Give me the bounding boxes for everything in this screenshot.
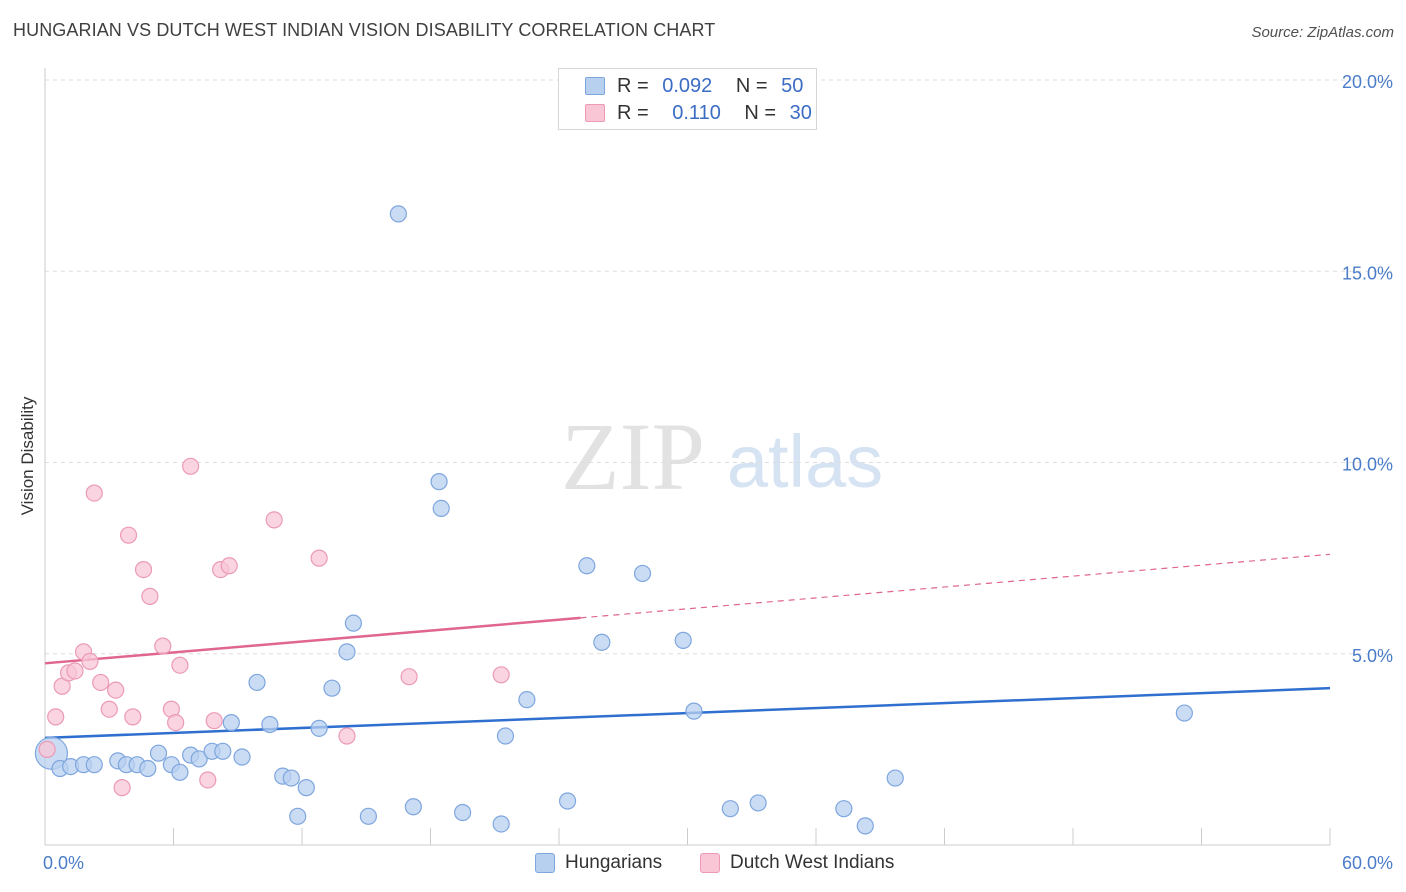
- point-dutch-west-indians: [154, 637, 172, 655]
- point-dutch-west-indians: [124, 708, 142, 726]
- point-hungarians: [171, 763, 189, 781]
- legend-label: Dutch West Indians: [730, 852, 895, 873]
- stats-legend: R = 0.092 N = 50 R = 0.110 N = 30: [558, 68, 817, 130]
- y-tick-label: 5.0%: [1352, 646, 1393, 666]
- legend-item-hungarians[interactable]: Hungarians: [535, 852, 662, 874]
- point-dutch-west-indians: [81, 652, 99, 671]
- y-tick-label: 20.0%: [1342, 72, 1393, 92]
- point-hungarians: [149, 744, 168, 762]
- legend-r-label: R =: [617, 74, 649, 97]
- point-hungarians: [289, 807, 307, 825]
- point-dutch-west-indians: [66, 662, 84, 680]
- point-hungarians: [344, 614, 362, 632]
- point-dutch-west-indians: [100, 700, 118, 718]
- legend-r-label: R =: [617, 101, 649, 124]
- point-hungarians: [190, 750, 208, 768]
- legend-r-value: 0.110: [672, 101, 721, 124]
- legend-n-label: N =: [744, 101, 777, 124]
- point-dutch-west-indians: [199, 771, 217, 789]
- y-tick-label: 10.0%: [1342, 455, 1393, 475]
- trend-line-dutch-west-indians: [44, 616, 581, 665]
- point-dutch-west-indians: [220, 557, 238, 575]
- point-hungarians: [297, 779, 315, 797]
- point-dutch-west-indians: [107, 681, 125, 699]
- chart-source: Source: ZipAtlas.com: [1251, 24, 1394, 41]
- point-hungarians: [323, 679, 341, 697]
- legend-n-value: 30: [789, 101, 812, 124]
- point-dutch-west-indians: [141, 587, 159, 605]
- point-hungarians: [685, 702, 703, 720]
- point-dutch-west-indians: [310, 549, 328, 567]
- point-hungarians: [593, 633, 611, 651]
- chart-title: HUNGARIAN VS DUTCH WEST INDIAN VISION DI…: [13, 20, 716, 40]
- point-hungarians: [359, 807, 377, 825]
- point-hungarians: [835, 800, 853, 818]
- legend-swatch-blue: [585, 77, 605, 95]
- point-hungarians: [558, 792, 577, 810]
- legend-n-value: 50: [781, 74, 804, 97]
- point-hungarians: [496, 727, 515, 745]
- watermark-atlas: atlas: [727, 420, 883, 503]
- point-hungarians: [404, 798, 422, 816]
- point-dutch-west-indians: [492, 666, 510, 684]
- point-hungarians: [338, 643, 356, 661]
- point-hungarians: [139, 759, 157, 778]
- point-hungarians: [518, 691, 536, 709]
- series-legend: Hungarians Dutch West Indians: [0, 852, 1406, 878]
- legend-swatch-pink: [585, 104, 605, 122]
- point-hungarians: [430, 473, 448, 491]
- point-hungarians: [432, 499, 450, 517]
- point-dutch-west-indians: [182, 457, 200, 475]
- watermark-zip: ZIP: [561, 403, 705, 510]
- point-dutch-west-indians: [47, 708, 65, 726]
- point-dutch-west-indians: [134, 560, 153, 579]
- point-dutch-west-indians: [85, 484, 103, 502]
- legend-swatch-pink: [700, 853, 720, 873]
- trend-line-dashed-dutch-west-indians: [580, 553, 1331, 619]
- axes: [44, 68, 1331, 846]
- point-dutch-west-indians: [92, 673, 110, 692]
- point-dutch-west-indians: [171, 656, 189, 674]
- point-hungarians: [749, 794, 767, 812]
- point-hungarians: [721, 800, 739, 818]
- point-dutch-west-indians: [205, 712, 223, 730]
- point-dutch-west-indians: [400, 668, 418, 686]
- point-hungarians: [886, 769, 904, 787]
- legend-label: Hungarians: [565, 852, 663, 873]
- point-hungarians: [856, 817, 874, 835]
- point-dutch-west-indians: [167, 713, 185, 732]
- tick-labels: 5.0% 10.0% 15.0% 20.0% 0.0% 60.0%: [43, 72, 1393, 873]
- point-dutch-west-indians: [265, 511, 283, 529]
- point-hungarians: [248, 673, 266, 692]
- legend-item-dutch-west-indians[interactable]: Dutch West Indians: [700, 852, 894, 874]
- point-hungarians: [310, 719, 328, 737]
- y-tick-label: 15.0%: [1342, 263, 1393, 283]
- point-hungarians: [492, 815, 510, 833]
- point-hungarians: [454, 803, 472, 822]
- point-dutch-west-indians: [113, 779, 131, 797]
- point-hungarians: [85, 756, 103, 774]
- point-dutch-west-indians: [338, 727, 356, 745]
- x-tick-label: 60.0%: [1342, 853, 1393, 873]
- point-hungarians: [222, 713, 240, 732]
- point-hungarians: [233, 748, 251, 766]
- point-hungarians: [674, 631, 692, 649]
- legend-n-label: N =: [735, 74, 768, 97]
- point-hungarians: [633, 564, 652, 583]
- point-hungarians: [261, 715, 279, 734]
- point-hungarians: [282, 769, 300, 787]
- grid-lines: [45, 79, 1392, 655]
- point-hungarians: [389, 205, 407, 223]
- legend-r-value: 0.092: [662, 74, 713, 97]
- data-points: [34, 205, 1193, 835]
- point-dutch-west-indians: [119, 526, 138, 544]
- x-tick-label: 0.0%: [43, 853, 84, 873]
- point-hungarians: [1175, 704, 1193, 722]
- point-dutch-west-indians: [38, 740, 56, 758]
- legend-swatch-blue: [535, 853, 555, 873]
- point-hungarians: [578, 557, 596, 575]
- point-hungarians: [214, 742, 232, 760]
